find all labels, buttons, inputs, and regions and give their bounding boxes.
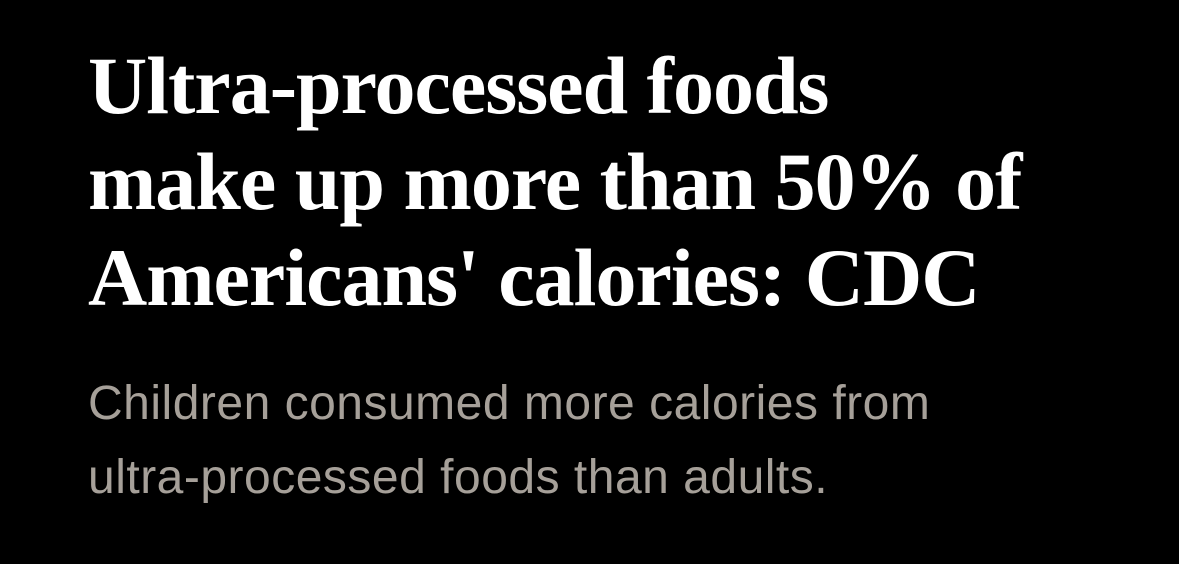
headline-line-2: make up more than 50% of	[88, 136, 1022, 227]
headline-line-3: Americans' calories: CDC	[88, 232, 980, 323]
article-subheadline: Children consumed more calories from ult…	[88, 367, 1139, 515]
subheadline-line-1: Children consumed more calories from	[88, 377, 931, 430]
headline-line-1: Ultra-processed foods	[88, 40, 829, 131]
article-headline: Ultra-processed foods make up more than …	[88, 38, 1139, 326]
article-header: Ultra-processed foods make up more than …	[88, 38, 1139, 515]
subheadline-line-2: ultra-processed foods than adults.	[88, 451, 829, 504]
